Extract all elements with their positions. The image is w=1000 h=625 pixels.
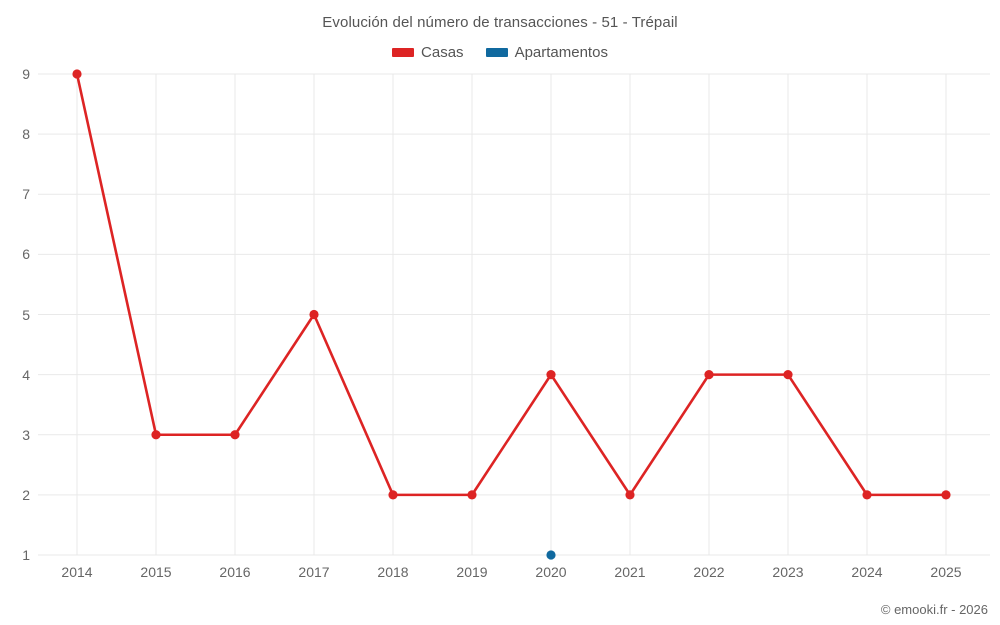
series-line-0 — [75, 72, 948, 497]
grid-lines — [38, 73, 990, 556]
y-axis-tick-label: 8 — [22, 126, 30, 143]
data-point-marker[interactable] — [388, 490, 398, 500]
x-axis-tick-label: 2024 — [851, 564, 883, 580]
series-lines — [75, 72, 948, 497]
y-axis-tick-label: 3 — [22, 426, 30, 443]
y-axis-tick-label: 5 — [22, 306, 30, 323]
y-axis-labels: 1 2 3 4 5 6 7 8 9 — [0, 67, 30, 562]
legend-item-apartamentos[interactable]: Apartamentos — [485, 44, 608, 61]
x-axis-tick-label: 2025 — [930, 564, 962, 580]
x-axis-tick-label: 2018 — [377, 564, 409, 580]
chart-legend: Casas Apartamentos — [0, 44, 1000, 61]
y-axis-tick-label: 9 — [22, 66, 30, 82]
series-markers — [72, 69, 951, 560]
data-point-marker[interactable] — [467, 490, 477, 500]
legend-swatch-casas — [392, 48, 415, 57]
data-point-marker[interactable] — [151, 430, 161, 440]
plot-area — [38, 69, 990, 560]
data-point-marker[interactable] — [230, 430, 240, 440]
legend-swatch-apartamentos — [485, 48, 508, 57]
x-axis-tick-label: 2021 — [614, 564, 646, 580]
data-point-marker[interactable] — [704, 370, 714, 380]
x-axis-tick-label: 2014 — [61, 564, 93, 580]
data-point-marker[interactable] — [72, 69, 82, 79]
y-axis-tick-label: 7 — [22, 186, 30, 203]
data-point-marker[interactable] — [625, 490, 635, 500]
x-axis-tick-label: 2015 — [140, 564, 172, 580]
data-point-marker[interactable] — [783, 370, 793, 380]
data-point-marker[interactable] — [546, 370, 556, 380]
y-axis-tick-label: 4 — [22, 366, 30, 383]
legend-label-casas: Casas — [421, 44, 464, 61]
plot-svg — [38, 69, 990, 560]
x-axis-tick-label: 2023 — [772, 564, 804, 580]
x-axis-tick-label: 2022 — [693, 564, 725, 580]
legend-label-apartamentos: Apartamentos — [514, 44, 608, 61]
x-axis-tick-label: 2016 — [219, 564, 251, 580]
data-point-marker[interactable] — [941, 490, 951, 500]
x-axis-tick-label: 2017 — [298, 564, 330, 580]
x-axis-tick-label: 2020 — [535, 564, 567, 580]
copyright-credit: © emooki.fr - 2026 — [880, 602, 988, 617]
chart-title: Evolución del número de transacciones - … — [322, 14, 678, 31]
data-point-marker[interactable] — [309, 309, 319, 320]
data-point-marker[interactable] — [862, 490, 872, 500]
legend-item-casas[interactable]: Casas — [392, 44, 464, 61]
y-axis-tick-label: 1 — [22, 547, 30, 563]
y-axis-tick-label: 6 — [22, 246, 30, 263]
data-point-marker[interactable] — [546, 550, 556, 560]
x-axis-tick-label: 2019 — [456, 564, 488, 580]
x-axis-labels: 2014 2015 2016 2017 2018 2019 2020 2021 2022 2023… — [0, 565, 1000, 589]
y-axis-tick-label: 2 — [22, 486, 30, 503]
